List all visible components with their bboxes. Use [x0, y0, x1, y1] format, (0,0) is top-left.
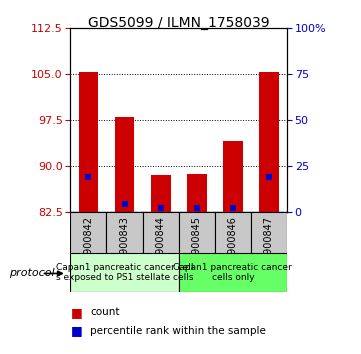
Text: GSM900842: GSM900842 — [83, 216, 93, 275]
Bar — [179, 212, 215, 253]
Text: GDS5099 / ILMN_1758039: GDS5099 / ILMN_1758039 — [88, 16, 270, 30]
Text: Capan1 pancreatic cancer
cells only: Capan1 pancreatic cancer cells only — [174, 263, 292, 282]
Text: percentile rank within the sample: percentile rank within the sample — [90, 326, 266, 336]
Bar — [79, 73, 98, 212]
Text: ■: ■ — [70, 306, 82, 319]
Text: GSM900847: GSM900847 — [264, 216, 274, 275]
Bar — [223, 141, 243, 212]
Text: Capan1 pancreatic cancer cell
s exposed to PS1 stellate cells: Capan1 pancreatic cancer cell s exposed … — [56, 263, 193, 282]
Bar — [215, 212, 251, 253]
Bar — [187, 175, 206, 212]
Bar — [70, 253, 179, 292]
Bar — [115, 117, 134, 212]
Text: GSM900843: GSM900843 — [119, 216, 130, 275]
Bar — [179, 253, 287, 292]
Text: protocol: protocol — [9, 268, 55, 278]
Text: count: count — [90, 307, 120, 317]
Bar — [259, 73, 279, 212]
Bar — [251, 212, 287, 253]
Text: GSM900844: GSM900844 — [156, 216, 166, 275]
Bar — [106, 212, 143, 253]
Bar — [70, 212, 106, 253]
Bar — [151, 175, 170, 212]
Text: GSM900845: GSM900845 — [192, 216, 202, 275]
Bar — [143, 212, 179, 253]
Text: GSM900846: GSM900846 — [228, 216, 238, 275]
Text: ■: ■ — [70, 325, 82, 337]
